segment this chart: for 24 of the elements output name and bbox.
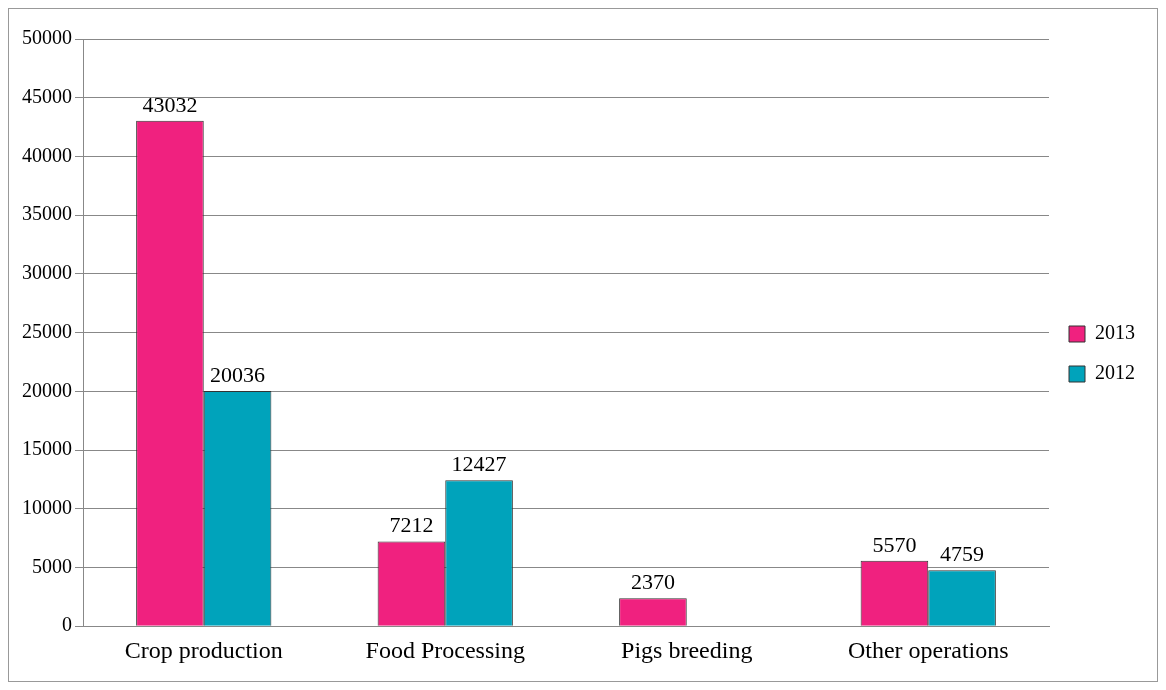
y-tick-label: 40000 [22,143,72,166]
data-label: 2370 [630,569,675,595]
y-tick-label: 50000 [22,26,72,49]
x-tick-label: Food Processing [365,636,525,663]
y-tick-label: 30000 [22,261,72,284]
y-tick-label: 45000 [22,84,72,107]
legend-label: 2013 [1095,321,1135,344]
data-label: 20036 [210,361,266,387]
legend-label: 2012 [1095,361,1135,384]
y-tick-label: 5000 [32,554,72,577]
data-label: 7212 [389,512,434,538]
x-tick-label: Pigs breeding [621,636,753,663]
x-tick-label: Other operations [847,636,1009,663]
data-label: 12427 [451,451,507,477]
y-tick-label: 0 [62,613,72,636]
y-tick-label: 35000 [22,202,72,225]
y-tick-label: 10000 [22,496,72,519]
y-tick-label: 20000 [22,378,72,401]
y-tick-label: 15000 [22,437,72,460]
data-label: 43032 [142,91,198,117]
data-label: 5570 [872,531,917,557]
x-tick-label: Crop production [124,636,283,663]
data-label: 4759 [940,541,985,567]
y-tick-label: 25000 [22,319,72,342]
